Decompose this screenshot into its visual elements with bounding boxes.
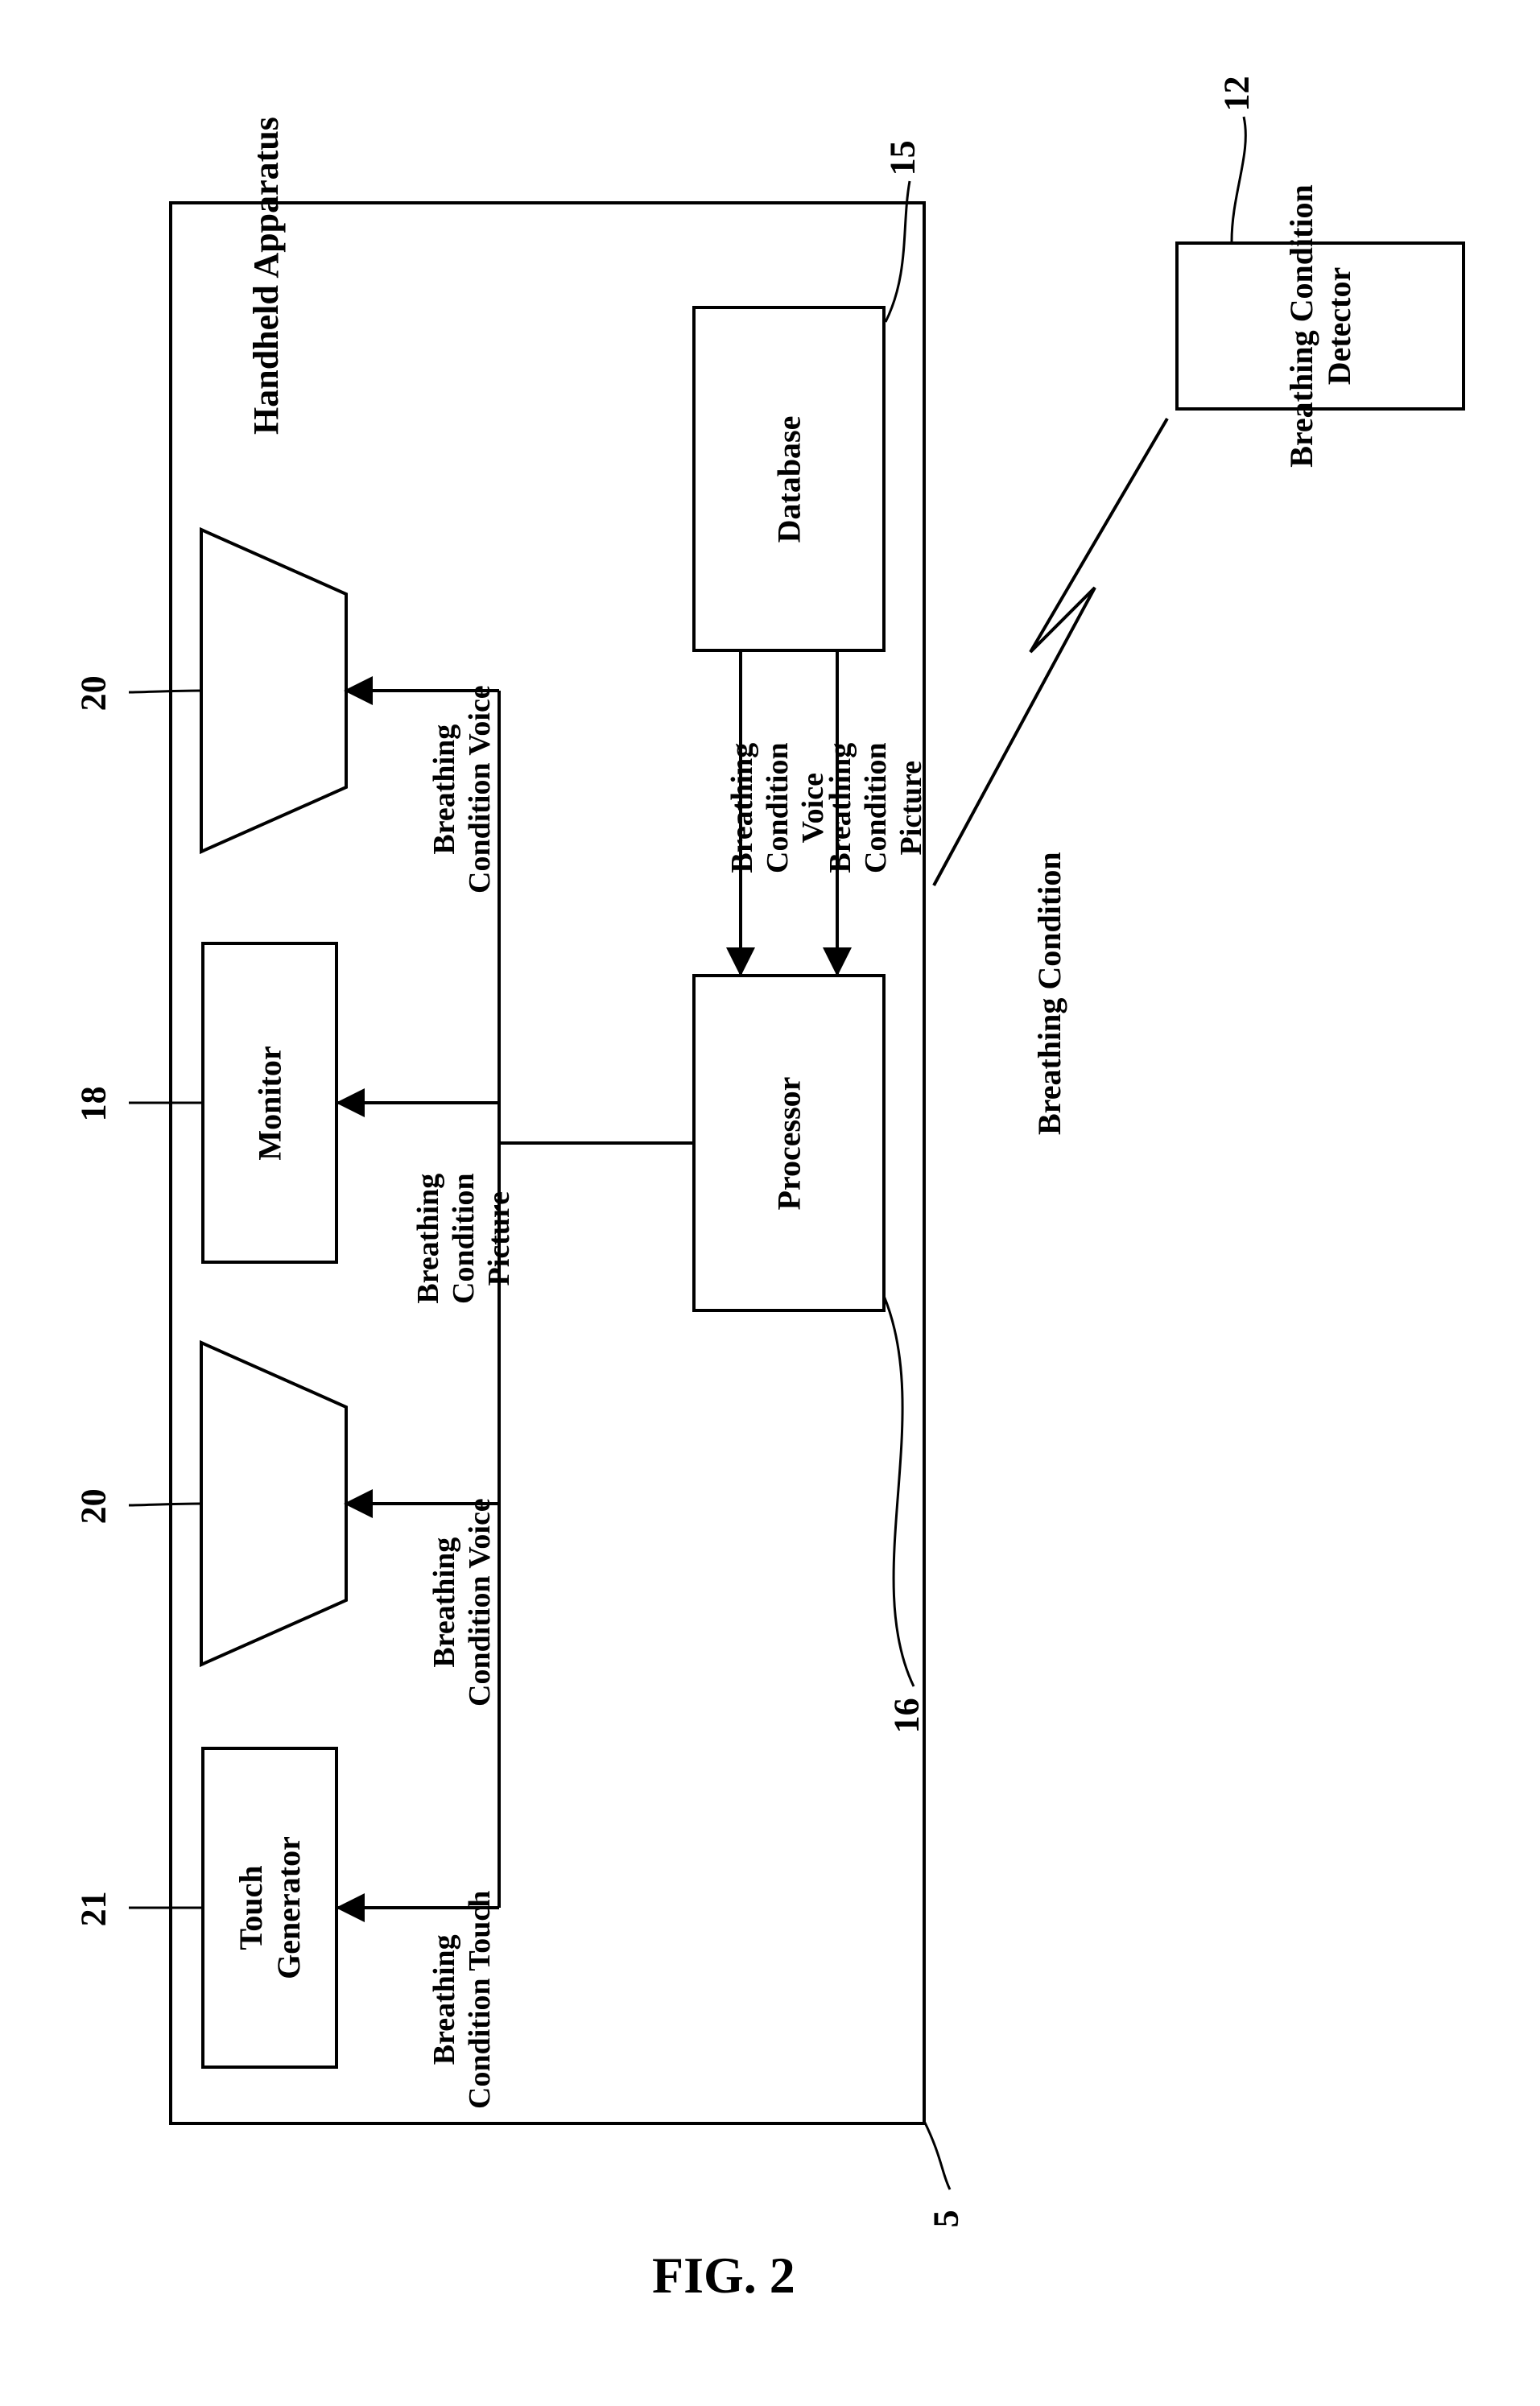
ref-12: 12 xyxy=(1216,76,1259,111)
sig-proc-spk-bot: Breathing Condition Voice xyxy=(427,1498,498,1706)
handheld-title: Handheld Apparatus xyxy=(246,117,287,435)
ref-5: 5 xyxy=(926,2210,968,2227)
database-box: Database xyxy=(692,306,886,652)
diagram-canvas: Handheld Apparatus Database Processor Mo… xyxy=(0,0,1540,2406)
sig-db-proc-voice: Breathing Condition Voice xyxy=(725,742,831,873)
detector-box: Breathing Condition Detector xyxy=(1175,241,1465,411)
monitor-label: Monitor xyxy=(251,1046,289,1160)
monitor-box: Monitor xyxy=(201,942,338,1264)
ref-21: 21 xyxy=(73,1891,116,1926)
sig-proc-touch: Breathing Condition Touch xyxy=(427,1891,498,2109)
sig-proc-monitor: Breathing Condition Picture xyxy=(411,1173,517,1304)
ref-20b: 20 xyxy=(73,1488,116,1524)
ref-18: 18 xyxy=(73,1086,116,1121)
figure-caption: FIG. 2 xyxy=(652,2246,795,2305)
touch-generator-box: Touch Generator xyxy=(201,1747,338,2069)
sig-db-proc-picture: Breathing Condition Picture xyxy=(823,742,929,873)
sig-wireless: Breathing Condition xyxy=(1030,852,1068,1135)
detector-label: Breathing Condition Detector xyxy=(1282,184,1358,468)
ref-16: 16 xyxy=(886,1698,929,1733)
processor-box: Processor xyxy=(692,974,886,1312)
processor-label: Processor xyxy=(770,1076,807,1210)
callout-12 xyxy=(1232,117,1245,241)
touch-generator-label: Touch Generator xyxy=(232,1836,308,1979)
wireless-icon xyxy=(934,419,1167,885)
ref-15: 15 xyxy=(882,140,925,175)
database-label: Database xyxy=(770,415,808,543)
sig-proc-spk-top: Breathing Condition Voice xyxy=(427,685,498,893)
ref-20a: 20 xyxy=(73,675,116,711)
callout-5 xyxy=(924,2121,950,2189)
